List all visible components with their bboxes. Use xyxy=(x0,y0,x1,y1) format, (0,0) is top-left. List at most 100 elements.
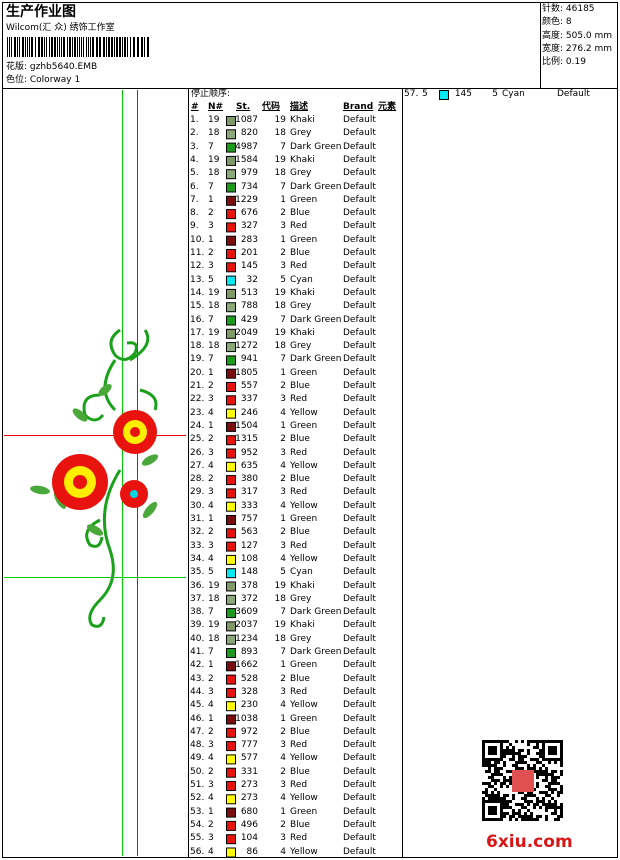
qr-module xyxy=(560,809,563,812)
qr-module xyxy=(533,740,536,743)
qr-module xyxy=(500,752,503,755)
brand: Default xyxy=(343,633,376,644)
brand: Default xyxy=(343,726,376,737)
qr-module xyxy=(482,812,485,815)
swatch xyxy=(226,754,236,765)
qr-module xyxy=(509,758,512,761)
brand: Default xyxy=(343,141,376,152)
brand: Default xyxy=(343,447,376,458)
title: 生产作业图 xyxy=(6,4,76,20)
qr-module xyxy=(482,761,485,764)
row-number: 48. xyxy=(190,740,205,751)
qr-module xyxy=(527,809,530,812)
description: Cyan xyxy=(290,567,313,578)
description: Red xyxy=(290,833,308,844)
qr-module xyxy=(518,767,521,770)
brand: Default xyxy=(343,314,376,325)
qr-module xyxy=(509,779,512,782)
column-header: St. xyxy=(236,102,251,112)
qr-module xyxy=(488,794,491,797)
qr-module xyxy=(497,800,500,803)
row-number: 23. xyxy=(190,407,205,418)
qr-module xyxy=(503,794,506,797)
code: 3 xyxy=(280,394,286,405)
qr-module xyxy=(557,758,560,761)
row-number: 13. xyxy=(190,274,205,285)
row-number: 3. xyxy=(190,141,199,152)
stitches: 676 xyxy=(240,208,258,219)
qr-module xyxy=(545,818,548,821)
needle: 5 xyxy=(208,567,214,578)
stitches: 1038 xyxy=(235,713,258,724)
needle: 3 xyxy=(208,221,214,232)
qr-module xyxy=(518,812,521,815)
qr-module xyxy=(482,797,485,800)
brand: Default xyxy=(343,713,376,724)
stitches: 952 xyxy=(240,447,258,458)
description: Blue xyxy=(290,527,310,538)
qr-module xyxy=(509,752,512,755)
description: Red xyxy=(290,540,308,551)
needle: 4 xyxy=(208,700,214,711)
qr-module xyxy=(518,749,521,752)
qr-module xyxy=(542,773,545,776)
qr-module xyxy=(536,773,539,776)
description: Red xyxy=(290,447,308,458)
needle: 1 xyxy=(208,367,214,378)
stitches: 1315 xyxy=(235,434,258,445)
description: Cyan xyxy=(290,274,313,285)
qr-module xyxy=(521,755,524,758)
qr-module xyxy=(506,785,509,788)
qr-module xyxy=(557,815,560,818)
row-number: 29. xyxy=(190,487,205,498)
needle: 18 xyxy=(208,633,220,644)
qr-module xyxy=(560,788,563,791)
row-number: 10. xyxy=(190,234,205,245)
brand: Default xyxy=(343,660,376,671)
qr-module xyxy=(524,794,527,797)
brand: Default xyxy=(343,806,376,817)
watermark: 6xiu.com xyxy=(486,832,573,852)
qr-module xyxy=(548,773,551,776)
stitches: 333 xyxy=(240,500,258,511)
description: Blue xyxy=(290,819,310,830)
description: Yellow xyxy=(290,753,318,764)
qr-module xyxy=(491,809,494,812)
stitches: 283 xyxy=(240,234,258,245)
brand: Default xyxy=(343,434,376,445)
swatch xyxy=(226,302,236,313)
needle: 7 xyxy=(208,647,214,657)
swatch xyxy=(226,182,236,193)
bar xyxy=(22,37,24,57)
qr-module xyxy=(551,758,554,761)
needle: 3 xyxy=(208,261,214,272)
row-number: 52. xyxy=(190,793,205,804)
needle: 3 xyxy=(208,780,214,790)
qr-module xyxy=(494,764,497,767)
swatch xyxy=(226,315,236,326)
qr-module xyxy=(527,752,530,755)
qr-module xyxy=(491,794,494,797)
qr-module xyxy=(539,800,542,803)
qr-module xyxy=(536,758,539,761)
column-header: N# xyxy=(208,102,224,112)
bar xyxy=(81,37,82,57)
needle: 18 xyxy=(208,301,220,312)
swatch xyxy=(226,501,236,512)
description: Grey xyxy=(290,341,312,352)
stitches: 2037 xyxy=(235,620,258,631)
bar xyxy=(17,37,18,57)
qr-module xyxy=(482,815,485,818)
qr-module xyxy=(497,740,500,743)
stitches: 1504 xyxy=(235,420,258,431)
qr-module xyxy=(560,803,563,806)
qr-module xyxy=(521,767,524,770)
qr-module xyxy=(512,815,515,818)
qr-module xyxy=(488,758,491,761)
qr-module xyxy=(494,773,497,776)
row-number: 43. xyxy=(190,673,205,684)
description: Green xyxy=(290,660,318,671)
stitches: 893 xyxy=(240,647,258,657)
qr-module xyxy=(503,749,506,752)
swatch xyxy=(226,674,236,685)
